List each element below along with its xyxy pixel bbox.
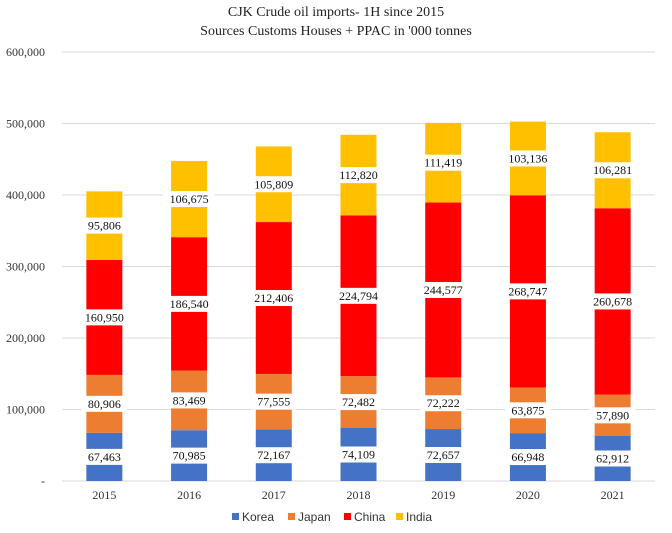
legend-swatch-japan: [288, 513, 295, 520]
data-label-bg-china-2021: [586, 293, 639, 310]
data-label-china-2021: 260,678: [593, 294, 632, 308]
data-label-japan-2016: 83,469: [173, 393, 206, 407]
data-label-bg-korea-2019: [420, 447, 467, 464]
data-label-china-2020: 268,747: [508, 284, 547, 298]
x-tick-2015: 2015: [92, 488, 116, 502]
data-label-india-2020: 103,136: [508, 151, 547, 165]
data-label-bg-korea-2021: [589, 450, 636, 467]
data-label-bg-japan-2015: [81, 395, 128, 412]
data-label-bg-china-2019: [417, 281, 470, 298]
legend-label-korea: Korea: [242, 510, 274, 524]
x-tick-2021: 2021: [601, 488, 625, 502]
x-tick-2019: 2019: [431, 488, 455, 502]
y-tick-600-000: 600,000: [6, 45, 45, 59]
data-label-bg-korea-2015: [81, 448, 128, 465]
x-tick-2017: 2017: [262, 488, 286, 502]
data-label-india-2016: 106,675: [170, 192, 209, 206]
data-labels: 67,463 80,906 160,950 95,806 70,985 83,469 186…: [78, 150, 639, 467]
x-tick-2018: 2018: [347, 488, 371, 502]
data-label-bg-japan-2019: [420, 395, 467, 412]
data-label-bg-india-2016: [162, 191, 216, 208]
legend-label-japan: Japan: [298, 510, 331, 524]
data-label-china-2017: 212,406: [254, 291, 293, 305]
data-label-bg-china-2016: [162, 295, 216, 312]
data-label-china-2015: 160,950: [85, 310, 124, 324]
data-label-india-2015: 95,806: [88, 219, 121, 233]
data-label-japan-2019: 72,222: [427, 396, 460, 410]
data-label-korea-2018: 74,109: [342, 448, 375, 462]
legend-swatch-korea: [232, 513, 239, 520]
data-label-bg-india-2017: [247, 176, 300, 193]
data-label-bg-japan-2018: [335, 394, 382, 411]
data-label-bg-japan-2016: [166, 392, 212, 409]
data-label-korea-2021: 62,912: [596, 452, 629, 466]
data-label-korea-2016: 70,985: [173, 449, 206, 463]
y-tick--: -: [41, 474, 45, 488]
y-tick-400-000: 400,000: [6, 188, 45, 202]
data-label-bg-korea-2020: [505, 449, 551, 466]
data-label-india-2017: 105,809: [254, 177, 293, 191]
data-label-china-2016: 186,540: [170, 297, 209, 311]
y-tick-500-000: 500,000: [6, 117, 45, 131]
data-label-bg-china-2017: [247, 290, 300, 307]
y-tick-300-000: 300,000: [6, 260, 45, 274]
legend-label-india: India: [406, 510, 432, 524]
legend-swatch-india: [396, 513, 403, 520]
data-label-korea-2017: 72,167: [257, 448, 290, 462]
data-label-china-2019: 244,577: [424, 283, 463, 297]
legend: Korea Japan China India: [232, 510, 432, 524]
data-label-japan-2015: 80,906: [88, 397, 121, 411]
data-label-bg-india-2021: [586, 162, 639, 179]
data-label-bg-china-2018: [332, 287, 385, 304]
data-label-bg-india-2020: [501, 150, 555, 167]
data-label-bg-korea-2018: [335, 446, 382, 463]
data-label-korea-2015: 67,463: [88, 450, 121, 464]
y-axis-ticks: - 100,000 200,000 300,000 400,000 500,000 600,…: [6, 45, 45, 488]
data-label-japan-2017: 77,555: [257, 395, 290, 409]
y-tick-200-000: 200,000: [6, 331, 45, 345]
x-axis-ticks: 2015 2016 2017 2018 2019 2020 2021: [92, 488, 624, 502]
data-label-korea-2020: 66,948: [511, 450, 544, 464]
data-label-bg-korea-2016: [166, 447, 212, 464]
data-label-bg-japan-2021: [589, 407, 636, 424]
legend-label-china: China: [354, 510, 386, 524]
x-tick-2020: 2020: [516, 488, 540, 502]
chart-title: CJK Crude oil imports- 1H since 2015: [228, 5, 444, 20]
data-label-india-2021: 106,281: [593, 163, 632, 177]
data-label-bg-china-2020: [501, 283, 555, 300]
data-label-bg-korea-2017: [250, 447, 297, 464]
data-label-japan-2021: 57,890: [596, 408, 629, 422]
data-label-korea-2019: 72,657: [427, 448, 460, 462]
data-label-china-2018: 224,794: [339, 289, 378, 303]
data-label-india-2019: 111,419: [424, 156, 462, 170]
data-label-japan-2018: 72,482: [342, 395, 375, 409]
data-label-bg-india-2015: [81, 217, 128, 234]
data-label-bg-japan-2020: [505, 402, 551, 419]
data-label-bg-japan-2017: [250, 393, 297, 410]
legend-swatch-china: [344, 513, 351, 520]
data-label-bg-india-2018: [332, 167, 385, 184]
y-tick-100-000: 100,000: [6, 403, 45, 417]
data-label-japan-2020: 63,875: [511, 403, 544, 417]
data-label-india-2018: 112,820: [339, 168, 378, 182]
data-label-bg-china-2015: [78, 309, 131, 326]
x-tick-2016: 2016: [177, 488, 201, 502]
data-label-bg-india-2019: [417, 154, 470, 171]
chart-subtitle: Sources Customs Houses + PPAC in '000 to…: [200, 24, 472, 39]
